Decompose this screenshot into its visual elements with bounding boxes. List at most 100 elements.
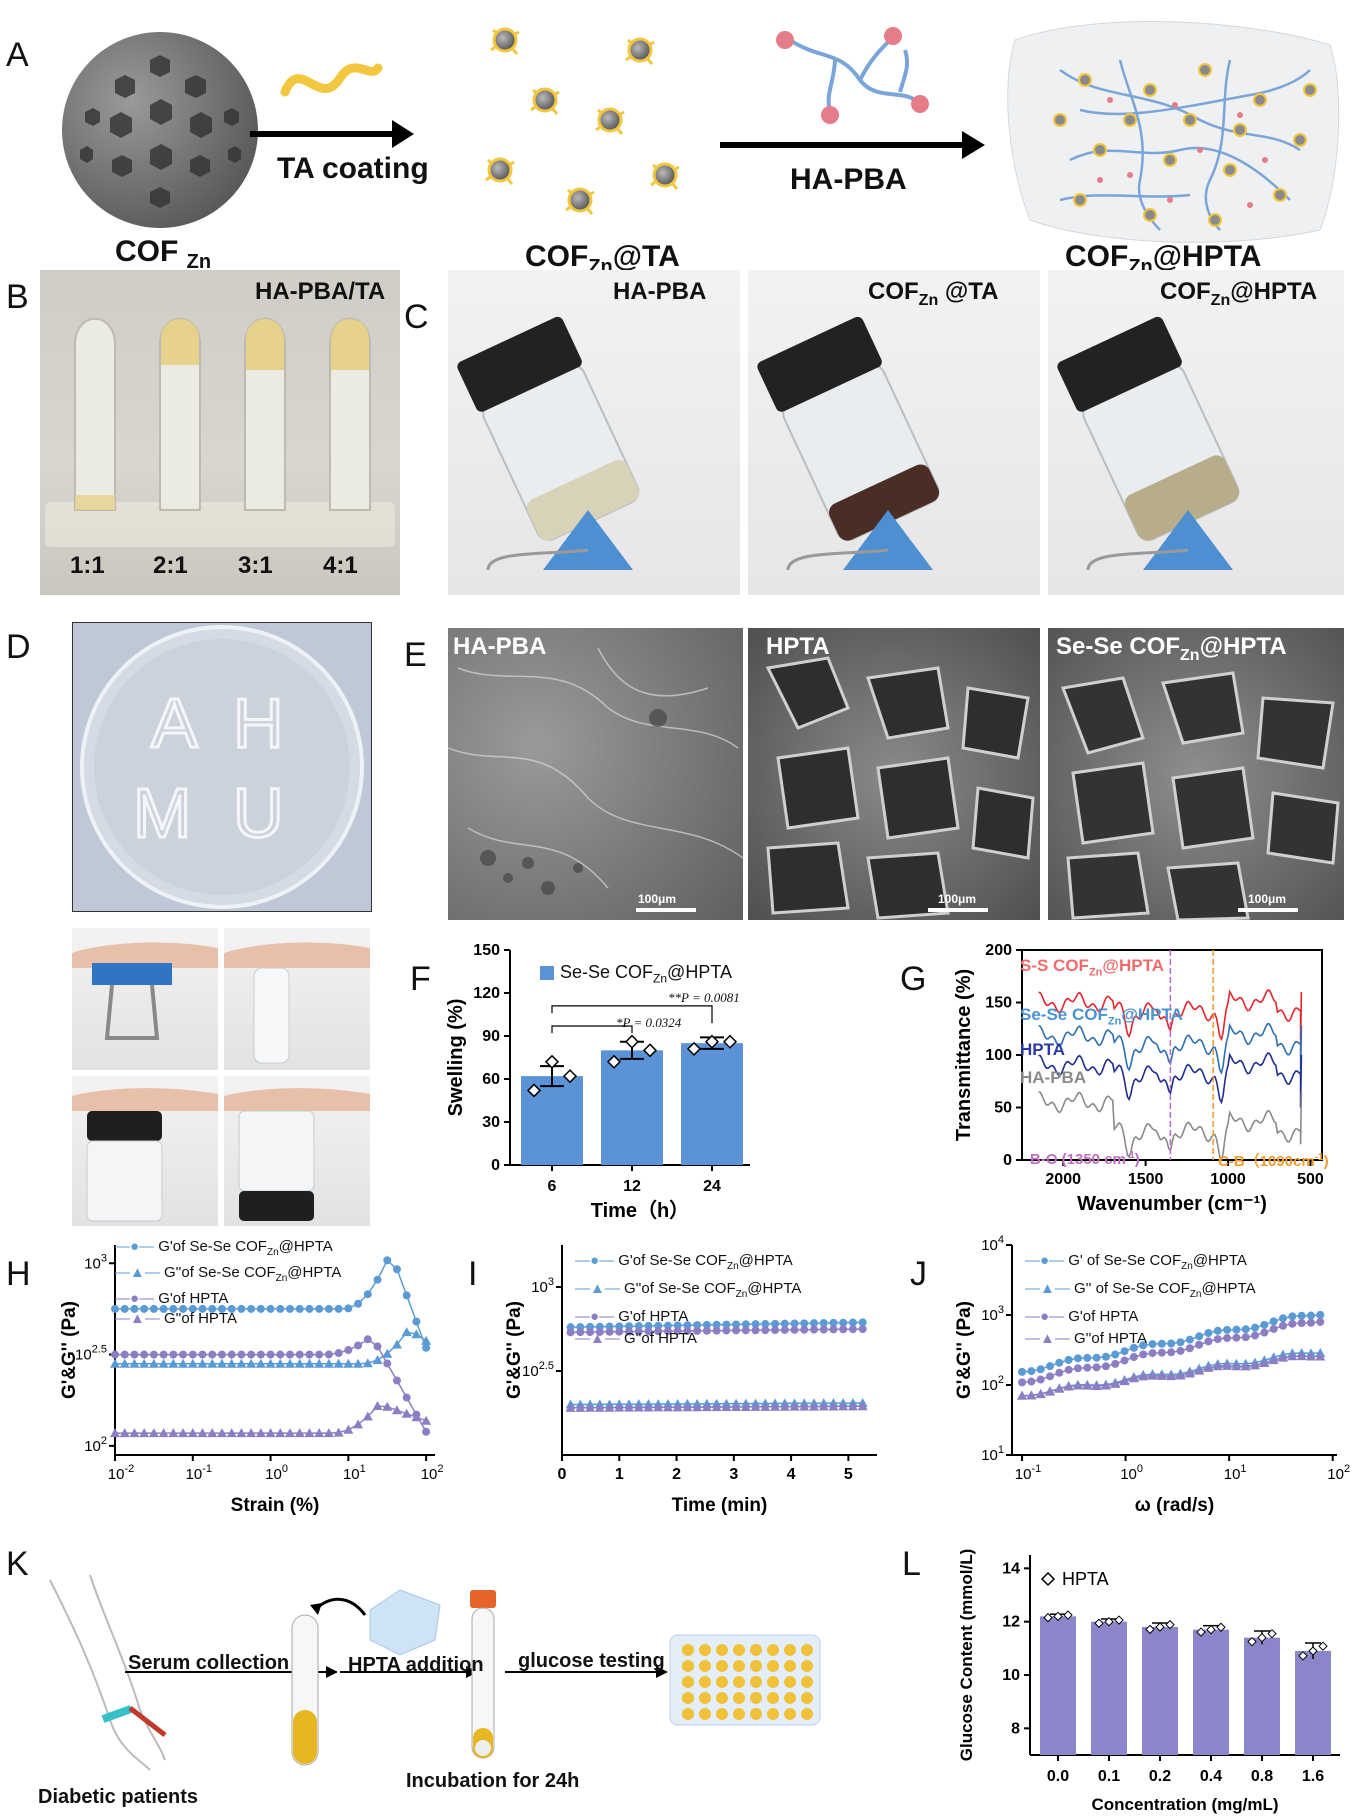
data-point (1072, 1380, 1083, 1390)
data-point (828, 1401, 839, 1411)
data-point (237, 1350, 246, 1359)
data-point (1082, 1380, 1093, 1390)
x-tick-label: 101 (343, 1463, 366, 1483)
legend-item: —▲— G''of Se-Se COFZn@HPTA (115, 1264, 342, 1284)
data-point (701, 1402, 712, 1412)
data-point (683, 1321, 692, 1330)
data-point (255, 1428, 266, 1438)
data-point (562, 1069, 578, 1084)
chart-f-pvalue-2: **P = 0.0081 (668, 990, 740, 1005)
x-tick-label: 4 (787, 1466, 796, 1483)
well (733, 1660, 745, 1672)
bar (1193, 1629, 1229, 1755)
data-point (1104, 1616, 1114, 1627)
chart-h-strain-sweep: 102 102.5 103 10-2 10-1 100 101 102 Strain (%) G'… (59, 1245, 444, 1516)
data-point (119, 1358, 130, 1368)
bar (1142, 1627, 1178, 1755)
data-point (207, 1428, 218, 1438)
x-axis-title: Concentration (mg/mL) (1092, 1795, 1279, 1814)
data-point (333, 1358, 344, 1368)
well (784, 1692, 796, 1704)
data-point (314, 1428, 325, 1438)
legend-item: —●— G'of HPTA (1025, 1308, 1139, 1325)
data-point (208, 1350, 217, 1359)
data-point (1064, 1355, 1073, 1364)
ha-pba-polymer-icon (788, 38, 917, 111)
x-axis-title: Strain (%) (231, 1495, 320, 1516)
legend-item: —▲— G''of HPTA (575, 1330, 697, 1347)
data-point (343, 1424, 354, 1434)
data-point (566, 1328, 575, 1337)
panel-e-title-1: HA-PBA (453, 633, 547, 660)
well (699, 1644, 711, 1656)
well (767, 1692, 779, 1704)
data-point (120, 1304, 129, 1313)
y-tick-label: 150 (985, 995, 1012, 1012)
data-point (1223, 1334, 1232, 1343)
data-point (148, 1428, 159, 1438)
series-line-hpta (1038, 1052, 1303, 1108)
panel-e-sem-hpta: HPTA 100μm (748, 628, 1040, 920)
y-tick-label: 50 (994, 1100, 1012, 1117)
well (682, 1660, 694, 1672)
chart-f-pvalue-1: *P = 0.0324 (616, 1015, 682, 1030)
data-point (1316, 1317, 1325, 1326)
data-point (771, 1326, 780, 1335)
data-point (1279, 1314, 1288, 1323)
data-point (197, 1358, 208, 1368)
well (733, 1692, 745, 1704)
chart-j-legend: —●— G' of Se-Se COFZn@HPTA —▲— G'' of Se… (1025, 1250, 1256, 1350)
data-point (1204, 1329, 1213, 1338)
series-line-ss (1038, 989, 1303, 1045)
data-point (226, 1358, 237, 1368)
data-point (411, 1412, 422, 1422)
data-point (1297, 1311, 1306, 1320)
data-point (1083, 1353, 1092, 1362)
well (784, 1644, 796, 1656)
data-point (305, 1350, 314, 1359)
data-point (402, 1393, 411, 1402)
data-point (662, 1402, 673, 1412)
data-point (1204, 1337, 1213, 1346)
well (767, 1676, 779, 1688)
x-tick-label: 101 (1224, 1463, 1247, 1483)
data-point (625, 1327, 634, 1336)
data-point (702, 1326, 711, 1335)
data-point (663, 1321, 672, 1330)
data-point (829, 1318, 838, 1327)
data-point (1063, 1381, 1074, 1391)
x-tick-label: 0.2 (1149, 1768, 1171, 1785)
data-point (544, 1054, 560, 1069)
well (767, 1708, 779, 1720)
well (801, 1676, 813, 1688)
data-point (1196, 1627, 1206, 1637)
well (699, 1692, 711, 1704)
data-point (158, 1428, 169, 1438)
well (682, 1676, 694, 1688)
data-point (741, 1326, 750, 1335)
data-point (149, 1350, 158, 1359)
data-point (857, 1401, 868, 1411)
chart-f-legend: Se-Se COFZn@HPTA (540, 962, 732, 986)
well (716, 1676, 728, 1688)
data-point (169, 1350, 178, 1359)
data-point (354, 1299, 363, 1308)
data-point (110, 1428, 120, 1438)
data-point (227, 1304, 236, 1313)
data-point (1043, 1612, 1053, 1623)
panel-e-sem-ha-pba: HA-PBA 100μm (448, 628, 743, 920)
data-point (643, 1402, 654, 1412)
well (699, 1676, 711, 1688)
data-point (226, 1428, 237, 1438)
well (716, 1660, 728, 1672)
y-tick-label: 103 (84, 1252, 107, 1272)
data-point (139, 1358, 150, 1368)
data-point (188, 1350, 197, 1359)
data-point (305, 1304, 314, 1313)
data-point (1176, 1338, 1185, 1347)
y-axis-title: G'&G'' (Pa) (504, 1301, 525, 1399)
data-point (111, 1350, 119, 1359)
data-point (771, 1319, 780, 1328)
data-point (1247, 1636, 1257, 1647)
y-axis-title: G'&G'' (Pa) (954, 1301, 975, 1399)
